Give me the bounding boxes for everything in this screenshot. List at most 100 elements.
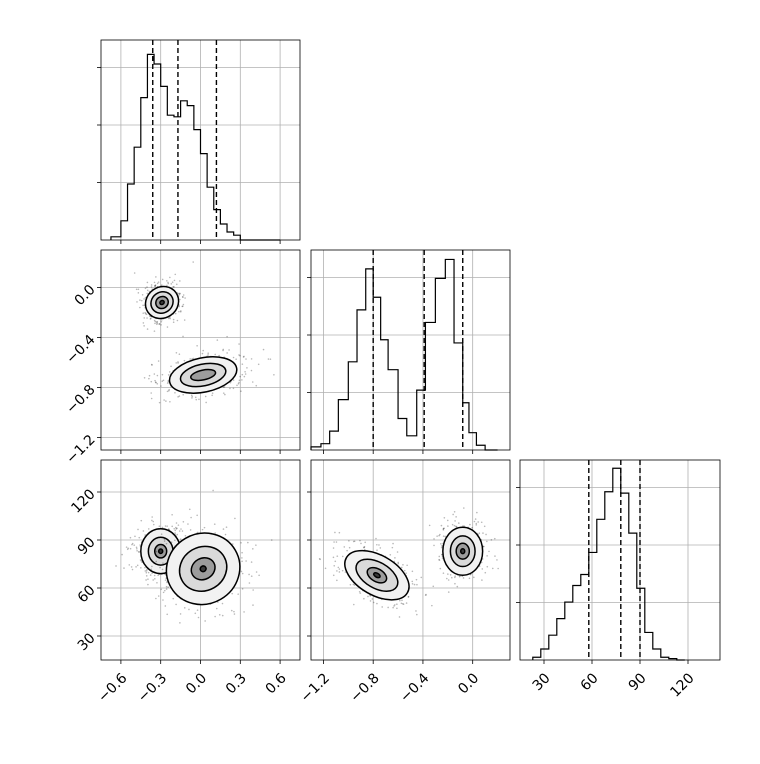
sample-point xyxy=(160,324,162,326)
histogram-bin xyxy=(581,574,589,660)
sample-point xyxy=(344,571,347,573)
sample-point xyxy=(165,400,167,402)
sample-point xyxy=(155,550,158,553)
sample-point xyxy=(153,330,156,332)
histogram-bin xyxy=(653,649,661,660)
sample-point xyxy=(160,588,163,591)
sample-point xyxy=(381,606,383,608)
y-tick-label: −0.4 xyxy=(63,332,98,367)
sample-point xyxy=(144,312,147,315)
sample-point xyxy=(401,602,404,605)
x-tick-label: −0.6 xyxy=(95,670,130,705)
sample-point xyxy=(167,282,170,285)
sample-point xyxy=(397,561,399,564)
sample-point xyxy=(177,524,180,526)
sample-point xyxy=(396,607,398,610)
sample-point xyxy=(156,282,159,285)
sample-point xyxy=(471,526,473,529)
sample-point xyxy=(166,613,169,616)
sample-point xyxy=(150,568,153,571)
sample-point xyxy=(153,574,156,577)
sample-point xyxy=(251,381,254,383)
sample-point xyxy=(250,358,253,360)
sample-point xyxy=(411,582,414,585)
sample-point xyxy=(152,579,154,581)
sample-point xyxy=(255,571,258,573)
sample-point xyxy=(241,560,243,563)
sample-point xyxy=(178,310,180,313)
sample-point xyxy=(453,524,456,527)
sample-point xyxy=(140,567,142,569)
histogram-bin xyxy=(573,586,581,660)
histogram-bin xyxy=(445,259,454,450)
x-tick-label: 120 xyxy=(667,670,697,700)
sample-point xyxy=(438,559,441,561)
sample-point xyxy=(436,535,438,537)
sample-point xyxy=(131,568,134,571)
sample-point xyxy=(207,354,209,356)
sample-point xyxy=(379,547,382,549)
sample-point xyxy=(447,591,450,593)
panel-content xyxy=(133,261,275,404)
x-tick-label: 90 xyxy=(626,670,650,694)
sample-point xyxy=(152,520,155,523)
sample-point xyxy=(161,526,164,529)
sample-point xyxy=(155,597,157,600)
sample-point xyxy=(424,594,427,596)
sample-point xyxy=(406,564,408,567)
density-contour xyxy=(159,299,165,306)
sample-point xyxy=(273,373,275,376)
sample-point xyxy=(162,599,164,601)
sample-point xyxy=(129,536,132,539)
sample-point xyxy=(165,588,168,590)
sample-point xyxy=(192,261,194,263)
sample-point xyxy=(128,564,131,566)
sample-point xyxy=(442,528,445,530)
sample-point xyxy=(494,555,496,557)
sample-point xyxy=(178,292,181,295)
sample-point xyxy=(167,381,170,383)
sample-point xyxy=(362,546,365,549)
sample-point xyxy=(242,356,245,358)
sample-point xyxy=(154,285,156,288)
histogram-bin xyxy=(565,602,573,660)
histogram-panel-p1 xyxy=(307,249,511,454)
sample-point xyxy=(443,516,446,519)
sample-point xyxy=(157,574,159,577)
sample-point xyxy=(157,360,160,362)
sample-point xyxy=(440,524,443,527)
sample-point xyxy=(231,543,234,545)
sample-point xyxy=(486,555,488,557)
sample-point xyxy=(449,573,452,576)
sample-point xyxy=(164,579,167,581)
sample-point xyxy=(144,296,147,299)
histogram-bin xyxy=(321,444,330,450)
histogram-bin xyxy=(557,619,565,660)
sample-point xyxy=(433,538,435,540)
sample-point xyxy=(226,335,228,338)
sample-point xyxy=(158,401,161,404)
sample-point xyxy=(214,615,216,618)
sample-point xyxy=(468,577,471,580)
sample-point xyxy=(135,566,137,568)
sample-point xyxy=(173,279,176,282)
sample-point xyxy=(147,571,150,574)
sample-point xyxy=(240,570,243,573)
sample-point xyxy=(336,570,338,572)
sample-point xyxy=(454,582,456,585)
sample-point xyxy=(188,608,190,611)
sample-point xyxy=(336,579,338,582)
sample-point xyxy=(188,508,191,511)
x-tick-label: 0.0 xyxy=(455,670,482,697)
sample-point xyxy=(369,595,372,597)
sample-point xyxy=(179,292,181,295)
x-tick-label: 30 xyxy=(530,670,554,694)
sample-point xyxy=(246,367,248,369)
sample-point xyxy=(142,304,144,307)
sample-point xyxy=(218,354,220,357)
sample-point xyxy=(497,567,499,570)
sample-point xyxy=(151,364,153,366)
sample-point xyxy=(394,604,396,606)
sample-point xyxy=(194,396,197,399)
density-contour xyxy=(459,548,466,555)
